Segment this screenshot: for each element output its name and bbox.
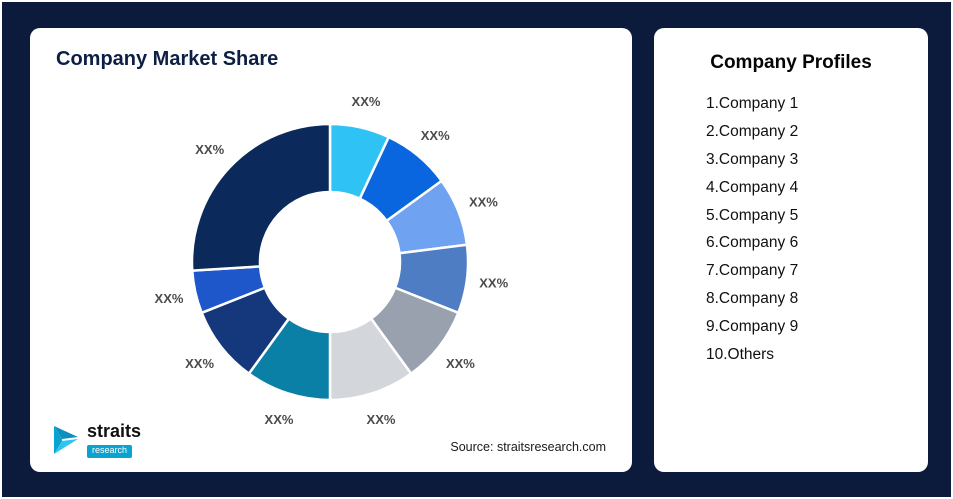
list-item: 2.Company 2: [706, 122, 799, 140]
list-item: 7.Company 7: [706, 262, 799, 280]
list-item: 1.Company 1: [706, 95, 799, 112]
list-item: 8.Company 8: [706, 290, 799, 308]
list-item: 3.Company 3: [706, 150, 799, 168]
logo-text-block: straits research: [87, 422, 141, 458]
straits-logo-icon: [54, 426, 78, 454]
profiles-list: 1.Company 1 2.Company 2 3.Company 3 4.Co…: [706, 90, 928, 369]
slice-data-label: XX%: [469, 194, 498, 209]
list-item: 4.Company 4: [706, 178, 799, 196]
slice-data-label: XX%: [367, 412, 396, 427]
chart-title: Company Market Share: [56, 48, 279, 70]
list-item: 10.Others: [706, 346, 775, 364]
slice-data-label: XX%: [479, 276, 508, 291]
market-share-card: Company Market Share XX% XX% XX% XX% XX% XX% X…: [30, 28, 632, 472]
list-item: 9.Company 9: [706, 318, 799, 336]
slice-data-label: XX%: [421, 128, 450, 143]
company-profiles-card: Company Profiles 1.Company 1 2.Company 2…: [654, 28, 928, 472]
slice-data-label: XX%: [155, 291, 184, 306]
slice-data-label: XX%: [352, 94, 381, 109]
logo-subtitle: research: [87, 445, 133, 458]
slice-data-label: XX%: [195, 142, 224, 157]
donut-chart-container: XX% XX% XX% XX% XX% XX% XX% XX% XX% XX%: [30, 80, 632, 442]
logo-name: straits: [87, 421, 142, 441]
list-item: 5.Company 5: [706, 206, 799, 224]
straits-research-logo: straits research: [54, 422, 141, 458]
profiles-title: Company Profiles: [710, 52, 872, 73]
donut-chart: XX% XX% XX% XX% XX% XX% XX% XX% XX% XX%: [155, 94, 509, 427]
list-item: 6.Company 6: [706, 234, 799, 252]
slice-data-label: XX%: [265, 412, 294, 427]
slice-data-label: XX%: [185, 356, 214, 371]
donut-slice: [190, 122, 332, 272]
slice-data-label: XX%: [446, 356, 475, 371]
source-attribution: Source: straitsresearch.com: [450, 440, 606, 454]
